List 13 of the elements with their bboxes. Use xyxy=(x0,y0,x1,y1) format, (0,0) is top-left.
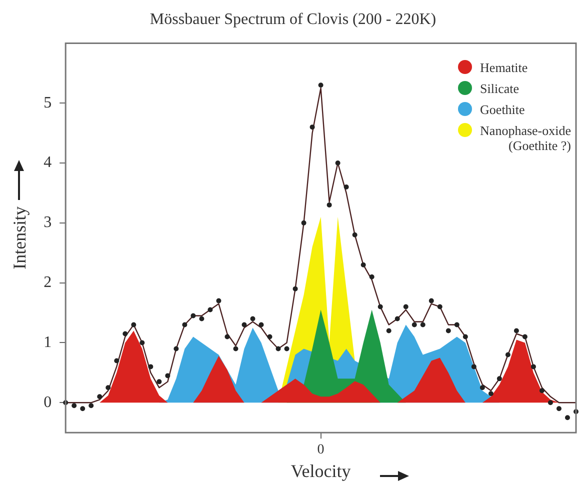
y-tick-label: 3 xyxy=(44,214,52,232)
legend-label: Nanophase-oxide (Goethite ?) xyxy=(480,123,571,153)
legend-label: Goethite xyxy=(480,102,525,117)
y-tick-label: 0 xyxy=(44,394,52,411)
y-tick-label: 4 xyxy=(44,154,52,172)
legend-label: Hematite xyxy=(480,60,528,75)
y-tick-label: 1 xyxy=(44,334,52,351)
y-axis-title: Intensity xyxy=(10,206,30,270)
y-tick-label: 2 xyxy=(44,274,52,292)
legend-label: Silicate xyxy=(480,81,520,96)
y-tick-label: 5 xyxy=(44,94,52,112)
x-axis-title: Velocity xyxy=(290,460,351,481)
chart-title: Mössbauer Spectrum of Clovis (200 - 220K) xyxy=(150,10,436,28)
